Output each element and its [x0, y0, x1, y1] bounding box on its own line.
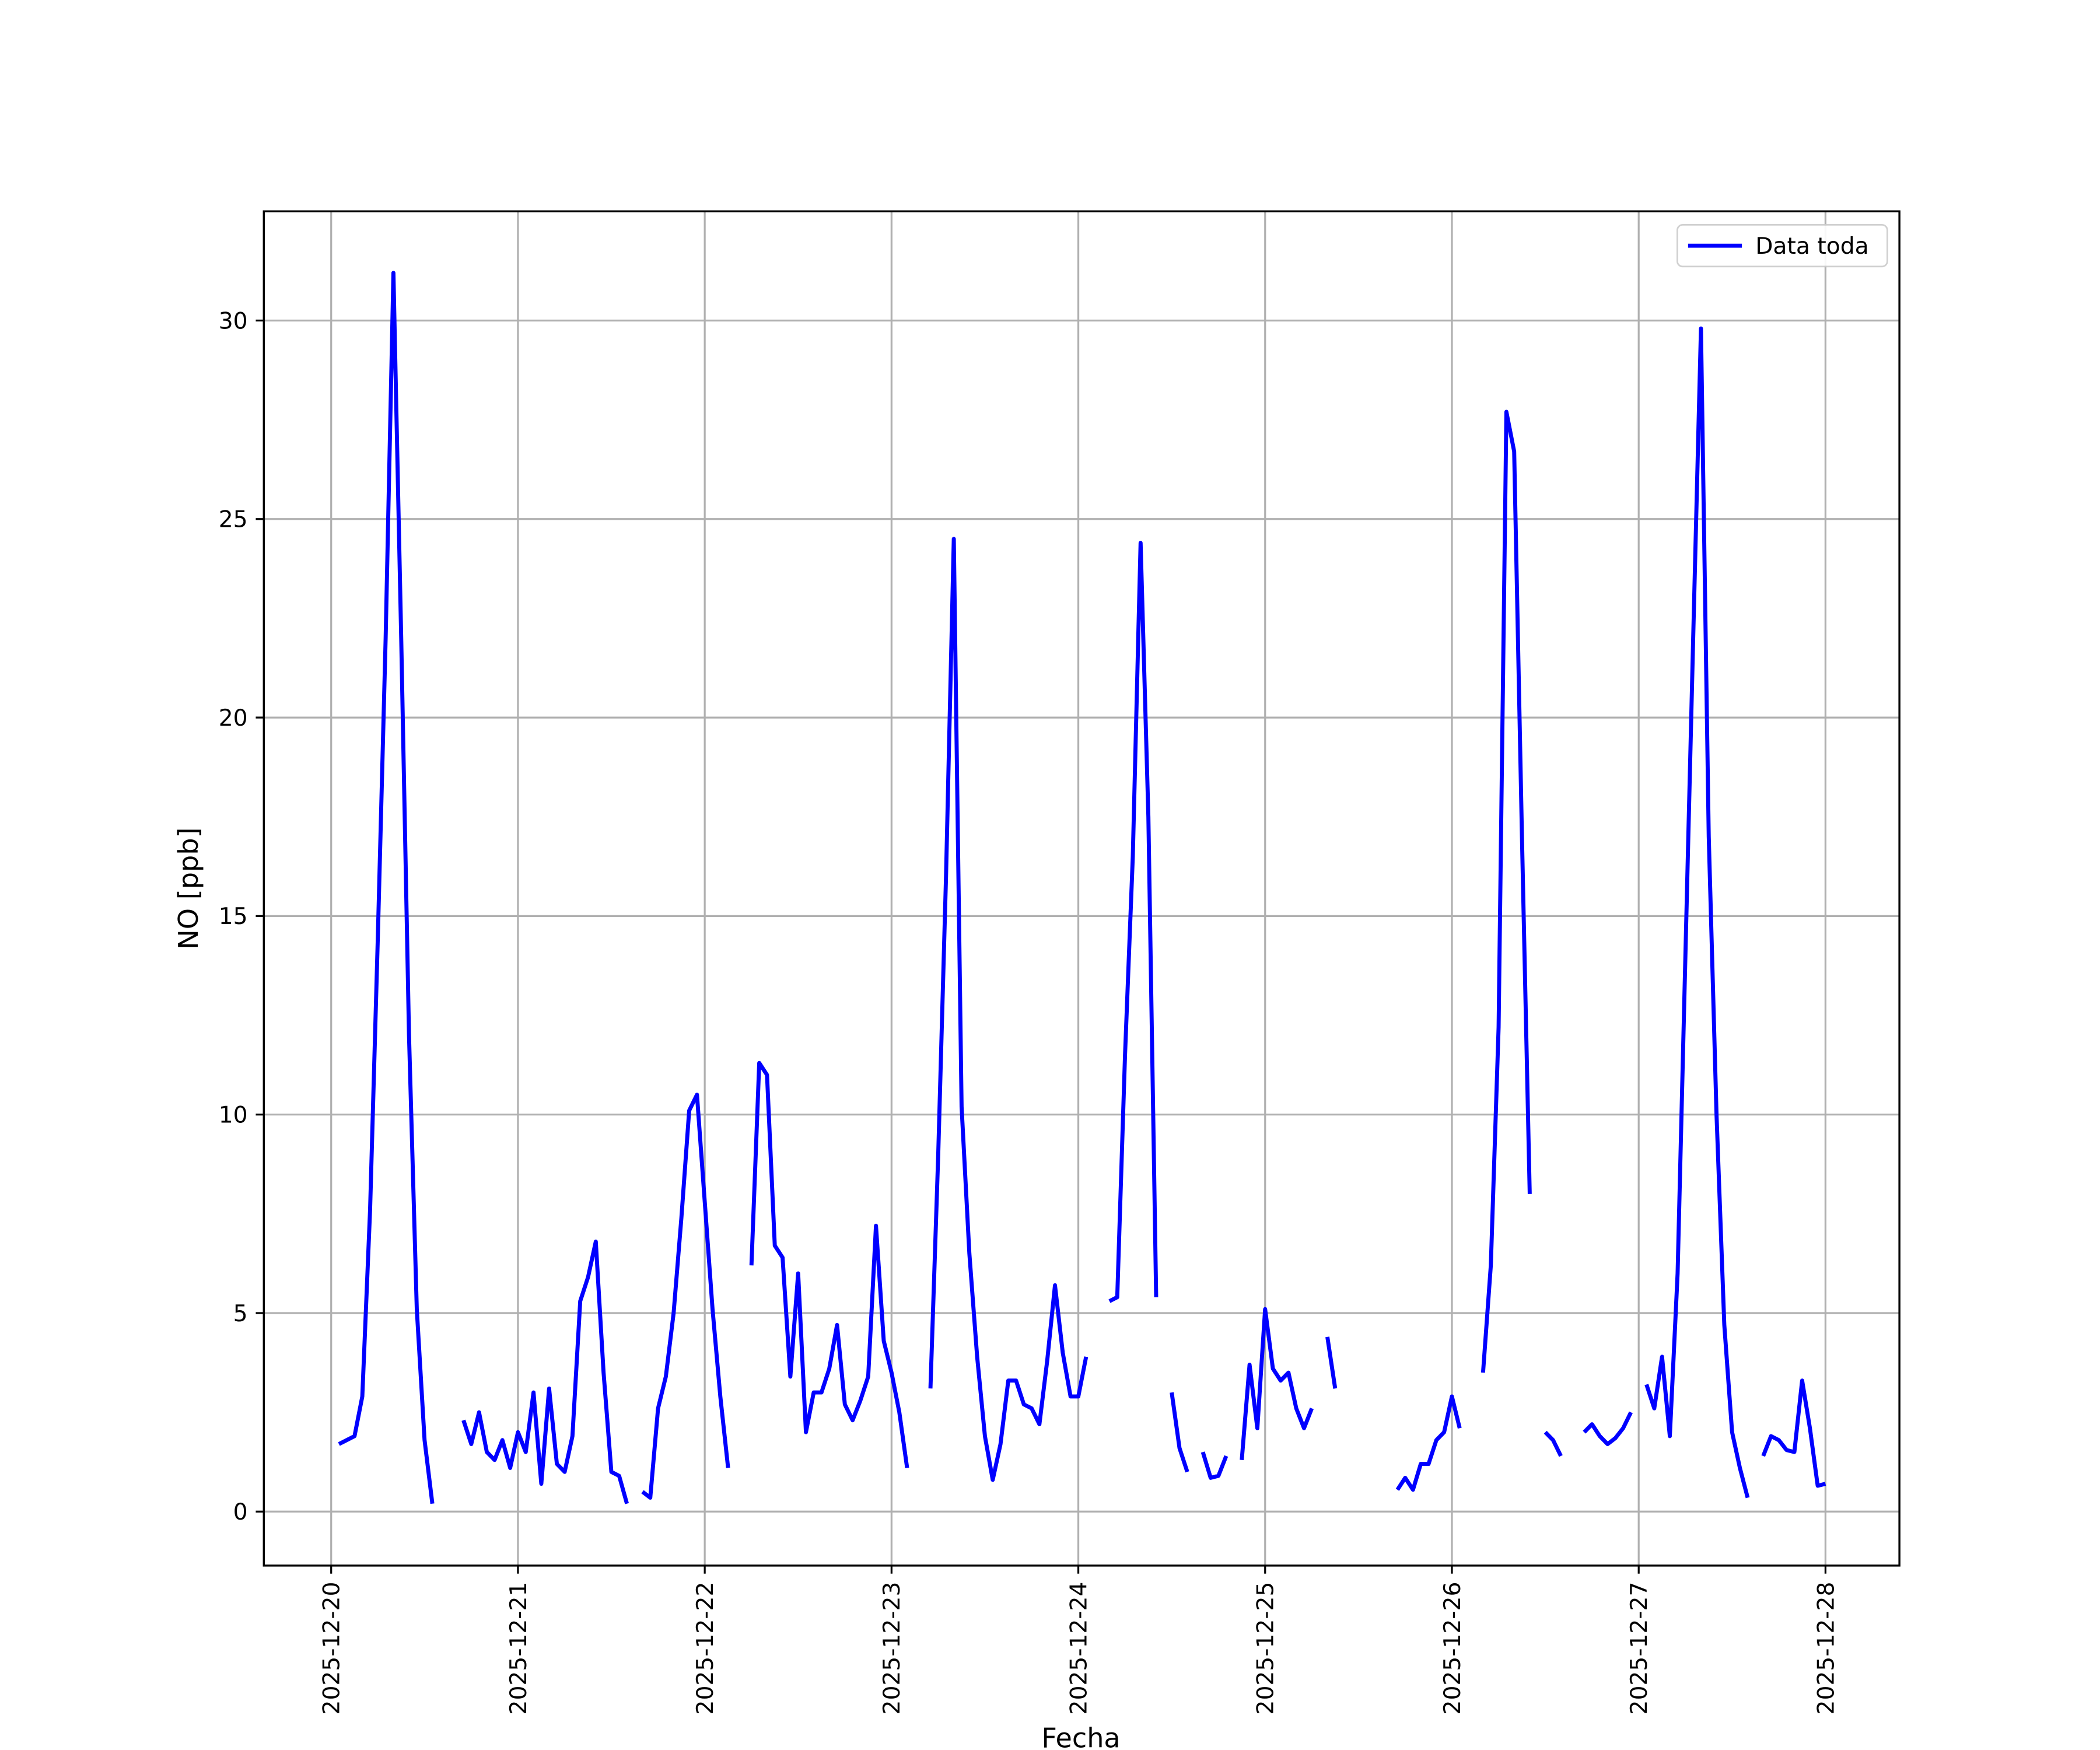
legend-label: Data toda	[1755, 233, 1868, 260]
x-tick-label: 2025-12-21	[506, 1582, 532, 1715]
axes-frame	[262, 210, 1901, 1567]
y-tick-label: 20	[219, 705, 248, 732]
y-tick-label: 25	[219, 507, 248, 533]
legend: Data toda	[1676, 224, 1888, 268]
y-tick-label: 10	[219, 1102, 248, 1129]
y-tick-label: 0	[233, 1499, 248, 1525]
y-axis-label: NO [ppb]	[173, 827, 204, 949]
x-tick-label: 2025-12-27	[1626, 1582, 1653, 1715]
plot-area	[338, 271, 1826, 1504]
x-tick-label: 2025-12-20	[319, 1582, 345, 1715]
x-tick-label: 2025-12-22	[692, 1582, 719, 1715]
x-tick-label: 2025-12-28	[1813, 1582, 1839, 1715]
y-tick-label: 30	[219, 308, 248, 334]
ticks: 0 5 10 15 20 25 30 2025-12-20 2025-12-21 2025-12-…	[219, 308, 1840, 1714]
y-tick-label: 5	[233, 1301, 248, 1327]
y-tick-label: 15	[219, 904, 248, 930]
x-tick-label: 2025-12-24	[1066, 1582, 1092, 1715]
legend-box	[1676, 224, 1888, 268]
grid	[264, 211, 1900, 1566]
data-line	[338, 271, 1826, 1504]
x-tick-label: 2025-12-23	[879, 1582, 905, 1715]
x-tick-label: 2025-12-26	[1440, 1582, 1466, 1715]
x-tick-label: 2025-12-25	[1253, 1582, 1279, 1715]
x-axis-label: Fecha	[1041, 1722, 1120, 1750]
